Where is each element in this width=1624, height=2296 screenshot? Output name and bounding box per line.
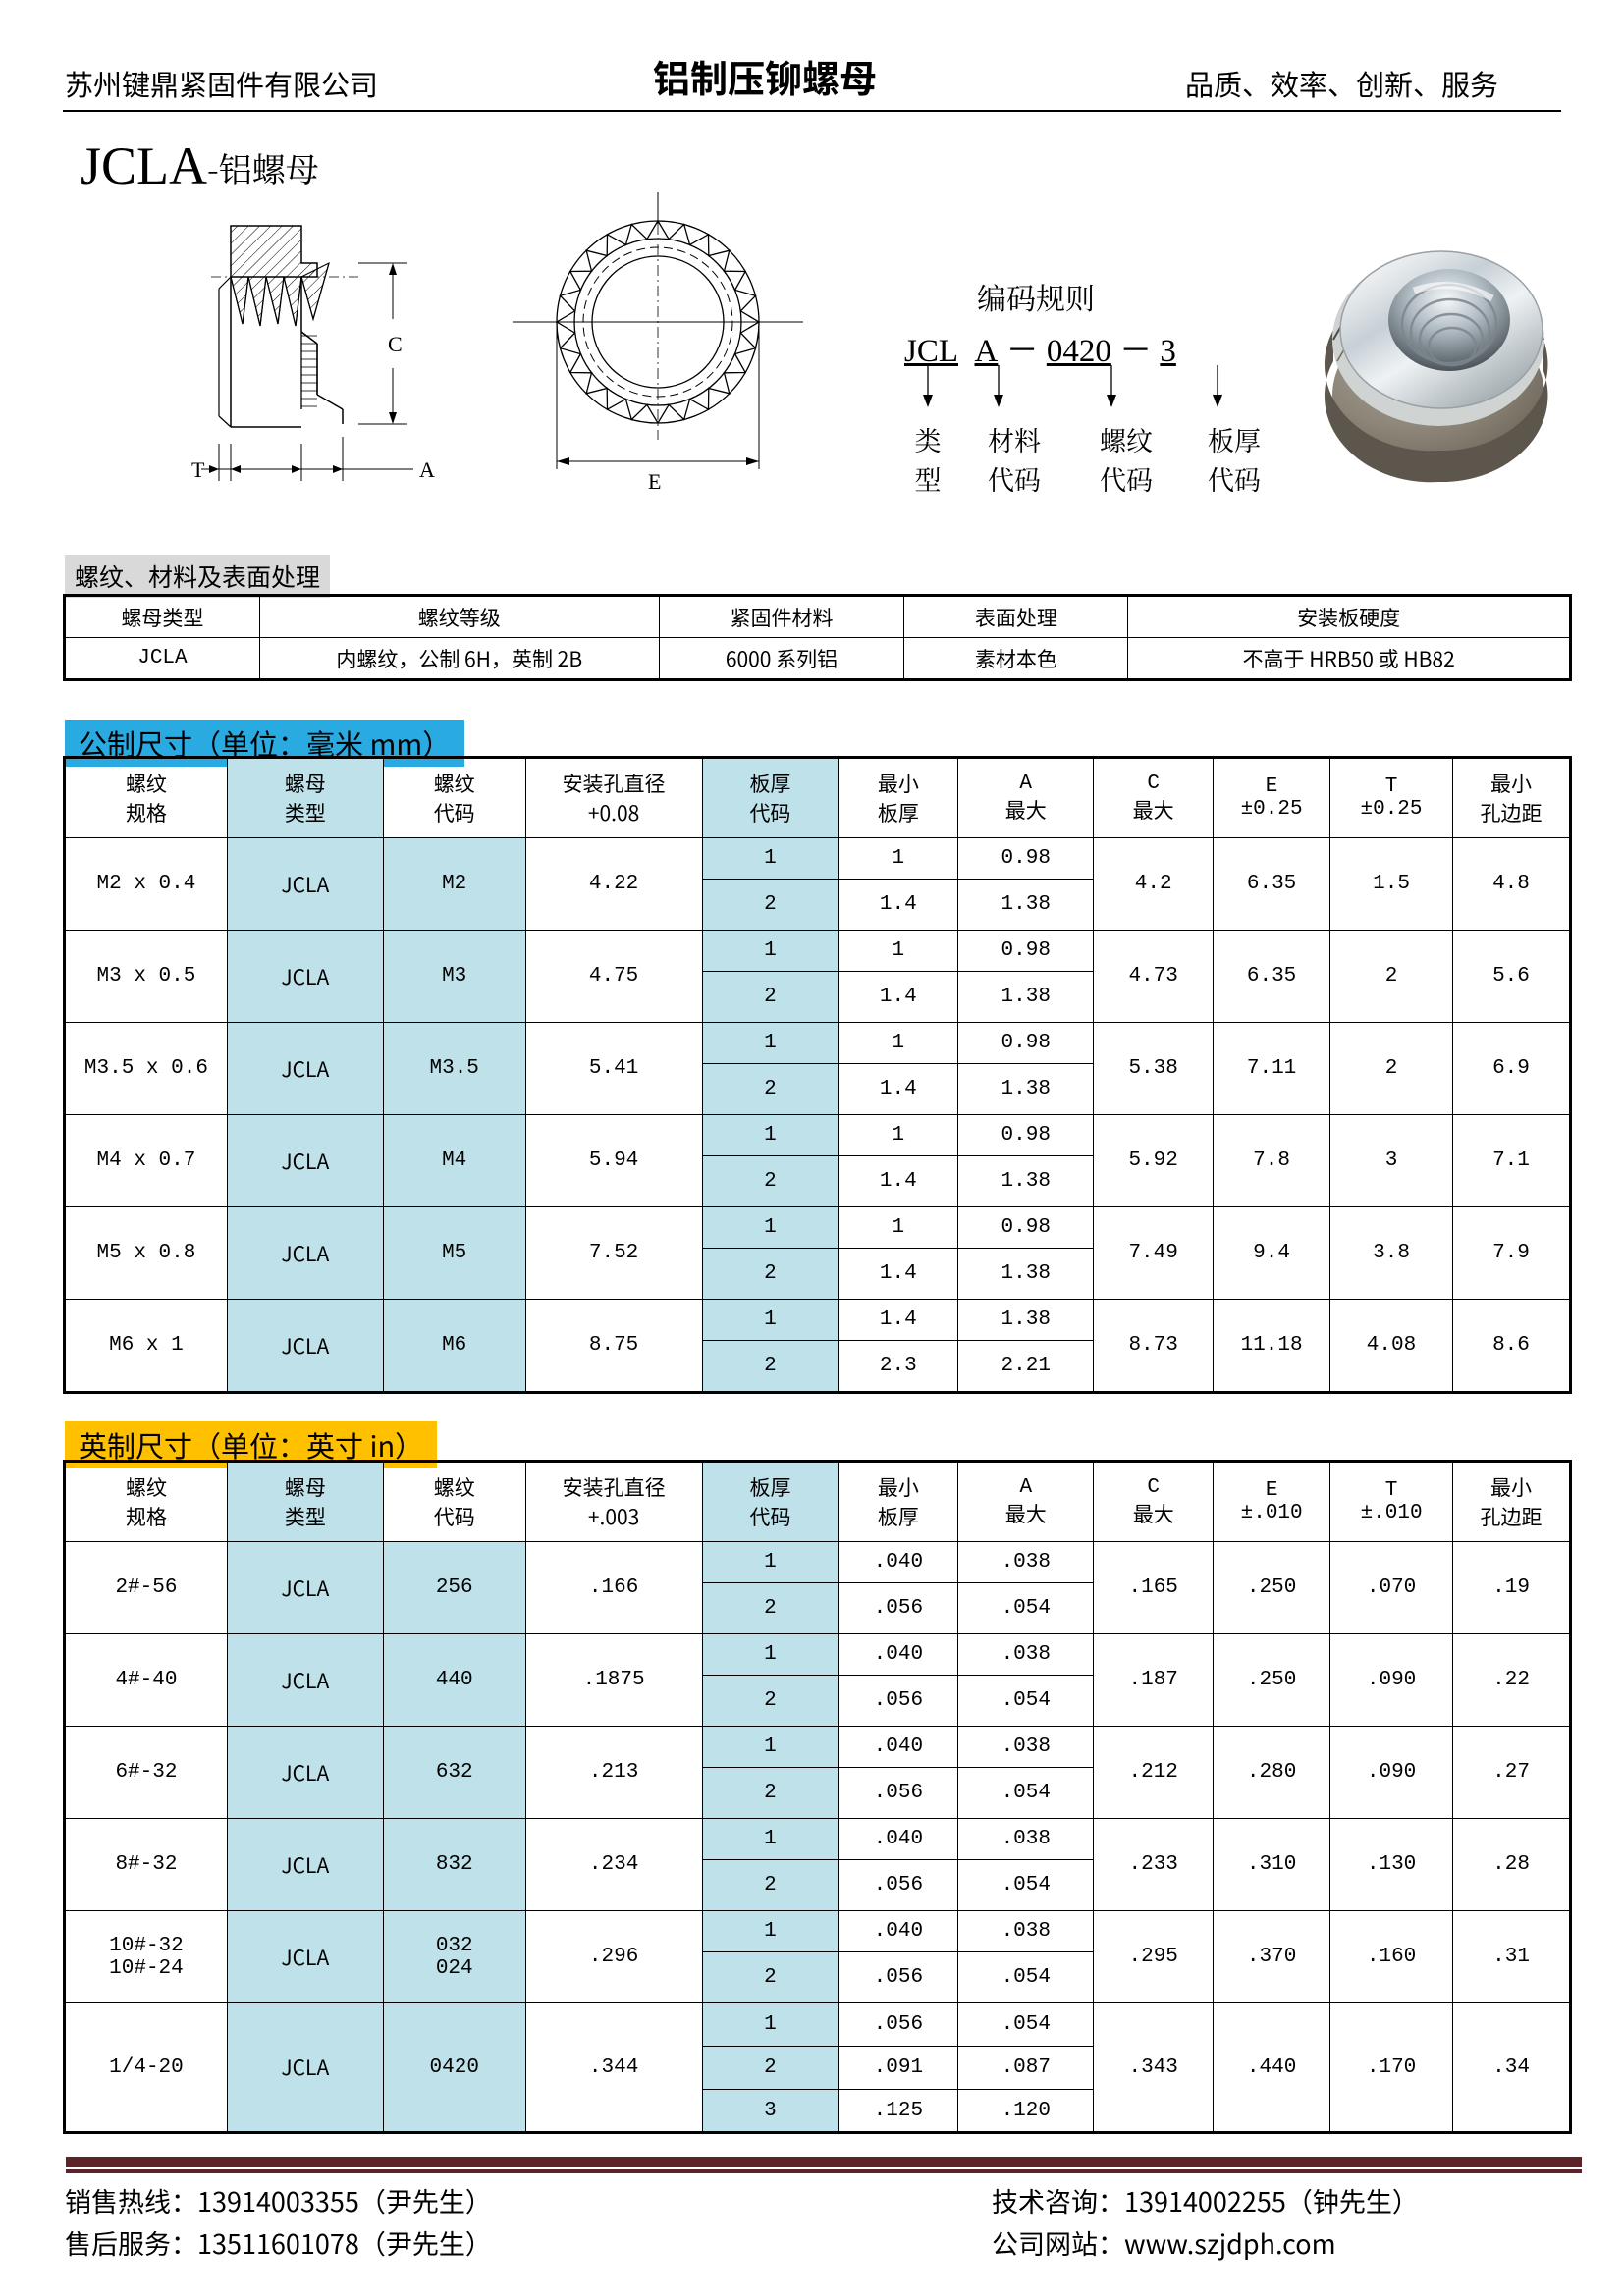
svg-text:A: A (419, 457, 435, 482)
svg-text:C: C (388, 332, 403, 356)
svg-text:E: E (648, 469, 661, 494)
svg-text:T: T (191, 457, 205, 482)
